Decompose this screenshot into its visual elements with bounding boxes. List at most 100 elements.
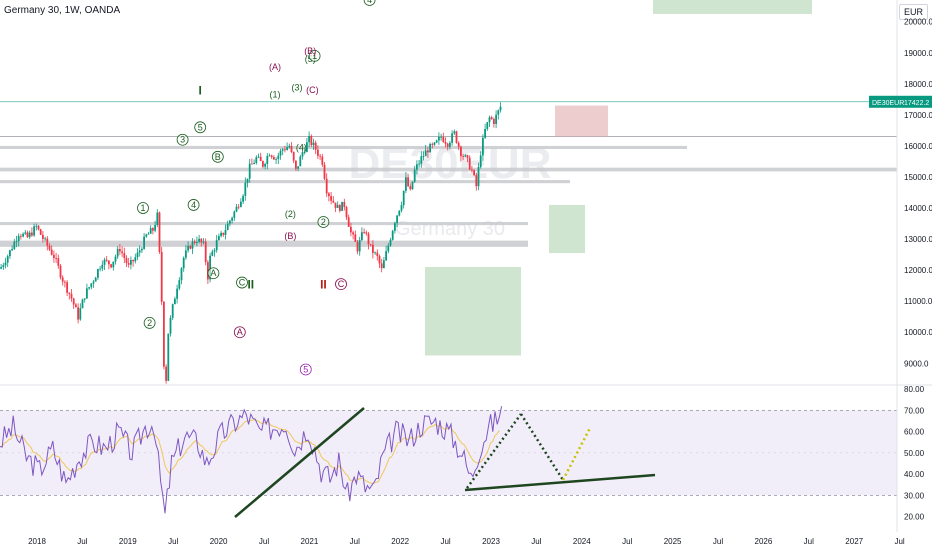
candle-body (332, 200, 335, 203)
candle-body (416, 164, 418, 170)
wave-label-circle (137, 202, 149, 214)
candle-body (138, 250, 141, 253)
last-price-symbol: DE30EUR (872, 100, 904, 107)
candle-body (433, 142, 436, 145)
candle-body (79, 308, 82, 320)
candle-body (479, 155, 482, 168)
price-tick-label: 12000.0 (904, 266, 932, 275)
candle-body (182, 257, 185, 269)
candle-body (266, 156, 269, 164)
support-band-2 (0, 180, 570, 184)
time-tick-label: Jul (77, 537, 87, 546)
candle-body (314, 142, 317, 150)
candle-body (284, 149, 286, 151)
wave-label: 3 (180, 135, 185, 145)
candle-body (334, 202, 337, 208)
candle-body (178, 280, 181, 289)
candle-body (493, 118, 495, 124)
rsi-tick-label: 40.00 (904, 470, 925, 479)
candle-body (147, 233, 150, 235)
candle-body (180, 268, 183, 281)
candle-body (299, 156, 302, 167)
candle-body (123, 253, 126, 259)
rsi-band (0, 410, 897, 496)
candle-body (158, 212, 161, 252)
candle-body (121, 251, 123, 254)
wave-label: (B) (304, 46, 316, 56)
rsi-tick-label: 20.00 (904, 513, 925, 522)
candle-body (453, 131, 456, 134)
candle-body (308, 135, 310, 143)
time-tick-label: Jul (168, 537, 178, 546)
candle-body (484, 128, 486, 138)
candle-body (295, 160, 297, 169)
candle-body (94, 277, 97, 282)
wave-label-circle (211, 150, 224, 163)
candle-body (59, 265, 62, 278)
time-tick-label: 2025 (664, 537, 682, 546)
candle-body (13, 241, 16, 249)
candle-body (198, 238, 200, 242)
candle-body (215, 240, 218, 251)
candle-body (471, 169, 473, 171)
candle-body (497, 110, 500, 115)
wave-label: (B) (284, 231, 296, 241)
wave-label-circle (207, 267, 220, 280)
candle-body (136, 252, 139, 258)
candle-body (281, 149, 284, 151)
candle-body (4, 262, 7, 266)
candle-body (233, 211, 236, 218)
candle-body (75, 304, 77, 308)
candle-body (77, 307, 79, 320)
time-tick-label: 2023 (482, 537, 500, 546)
wave-label-circle (299, 363, 312, 376)
candle-body (46, 238, 49, 246)
price-tick-label: 13000.0 (904, 235, 932, 244)
candle-body (446, 143, 449, 147)
wave-label-circle (194, 121, 207, 134)
candle-body (64, 281, 66, 283)
candle-body (185, 250, 187, 258)
candle-body (363, 232, 365, 233)
time-tick-label: 2024 (573, 537, 591, 546)
candle-body (396, 215, 398, 224)
candle-body (303, 151, 306, 153)
candle-body (105, 259, 108, 261)
candle-body (68, 292, 71, 294)
candle-body (160, 251, 163, 302)
candle-body (0, 267, 2, 269)
candle-body (31, 232, 33, 236)
candle-body (235, 206, 238, 212)
candle-body (374, 252, 376, 254)
candle-body (405, 177, 407, 191)
candle-body (372, 244, 374, 253)
candle-body (165, 366, 167, 381)
rsi-trendline-4 (519, 413, 565, 481)
time-tick-label: 2020 (210, 537, 228, 546)
candle-body (189, 245, 192, 249)
wave-label-circle (335, 278, 347, 290)
last-price-value: 17422.2 (904, 100, 929, 107)
time-tick-label: 2026 (755, 537, 773, 546)
wave-label: (2) (285, 209, 296, 219)
candle-body (145, 234, 148, 237)
candle-body (457, 142, 460, 147)
candle-body (407, 177, 409, 187)
candle-body (319, 155, 321, 157)
candle-body (391, 230, 394, 240)
price-tick-label: 14000.0 (904, 204, 932, 213)
support-band-3 (0, 221, 528, 226)
candle-body (130, 259, 132, 265)
wave-label: (C) (306, 85, 319, 95)
candle-body (220, 232, 222, 237)
candle-body (435, 140, 438, 143)
time-tick-label: 2027 (845, 537, 863, 546)
candle-body (376, 252, 379, 257)
candle-body (101, 264, 104, 269)
candle-body (277, 155, 280, 160)
candle-body (270, 155, 273, 158)
currency-box[interactable]: EUR (898, 4, 928, 20)
candle-body (444, 141, 447, 144)
wave-label: 5 (198, 122, 203, 132)
